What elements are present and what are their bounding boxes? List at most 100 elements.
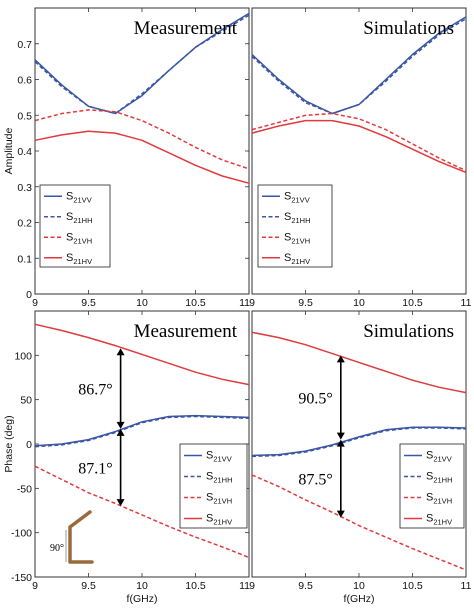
chart-title: Simulations bbox=[363, 321, 454, 342]
legend-entry: S21HV bbox=[284, 252, 310, 266]
chart-title: Simulations bbox=[363, 18, 454, 39]
x-tick-label: 9.5 bbox=[298, 580, 313, 592]
x-tick-label: 10.5 bbox=[185, 297, 206, 309]
legend-sub: 21VV bbox=[433, 455, 451, 464]
legend-entry: S21VH bbox=[284, 231, 310, 245]
inset-angle-label: 90° bbox=[50, 543, 64, 554]
legend-base: S bbox=[426, 492, 433, 504]
y-tick-label: 0.3 bbox=[17, 182, 32, 194]
probe-drawing bbox=[68, 510, 94, 564]
legend-base: S bbox=[284, 252, 291, 264]
arrow-head bbox=[116, 499, 125, 507]
series-line-s21vh bbox=[34, 465, 250, 559]
legend-sub: 21VH bbox=[73, 236, 92, 245]
legend-base: S bbox=[426, 513, 433, 525]
legend-base: S bbox=[206, 450, 213, 462]
x-tick-label: 10 bbox=[353, 580, 365, 592]
series-line-s21vh bbox=[34, 109, 250, 170]
y-tick-label: 100 bbox=[14, 350, 32, 362]
arrow-head bbox=[336, 432, 345, 440]
arrow-head bbox=[116, 348, 125, 356]
legend-base: S bbox=[66, 231, 73, 243]
legend-sub: 21HV bbox=[433, 518, 452, 527]
arrow-head bbox=[336, 510, 345, 518]
legend-sub: 21VV bbox=[73, 195, 91, 204]
legend-sub: 21VH bbox=[433, 497, 452, 506]
legend-sub: 21HV bbox=[73, 257, 92, 266]
y-tick-label: 0.2 bbox=[17, 218, 32, 230]
annotation-label: 87.5° bbox=[298, 472, 332, 489]
legend-sub: 21HH bbox=[433, 476, 452, 485]
y-tick-label: 0.1 bbox=[17, 253, 32, 265]
x-axis-label: f(GHz) bbox=[127, 593, 158, 605]
y-tick-label: 0.7 bbox=[17, 39, 32, 51]
legend-sub: 21VH bbox=[213, 497, 232, 506]
legend-entry: S21VV bbox=[66, 190, 92, 204]
annotation-label: 86.7° bbox=[78, 382, 112, 399]
x-tick-label: 11 bbox=[239, 580, 250, 592]
y-tick-label: -50 bbox=[17, 483, 32, 495]
x-tick-label: 11 bbox=[461, 580, 472, 592]
legend-entry: S21HV bbox=[66, 252, 92, 266]
x-tick-label: 10.5 bbox=[185, 580, 206, 592]
x-tick-label: 9 bbox=[32, 580, 38, 592]
x-tick-label: 10 bbox=[353, 297, 365, 309]
legend-base: S bbox=[66, 252, 73, 264]
legend-entry: S21VH bbox=[426, 492, 452, 506]
legend-sub: 21HV bbox=[213, 518, 232, 527]
legend-entry: S21HH bbox=[426, 471, 453, 485]
legend-entry: S21VV bbox=[206, 450, 232, 464]
legend-entry: S21VV bbox=[426, 450, 452, 464]
legend-base: S bbox=[426, 450, 433, 462]
legend-box bbox=[39, 184, 111, 268]
x-axis-label: f(GHz) bbox=[344, 593, 375, 605]
legend-base: S bbox=[284, 231, 291, 243]
arrow-head bbox=[336, 439, 345, 447]
legend-base: S bbox=[426, 471, 433, 483]
series-line-s21hv bbox=[34, 323, 250, 386]
chart-panel-4: 9 9.5 10 10.5 11 f(GHz) Simulations 90.5° 87.5° S… bbox=[249, 310, 472, 605]
chart-title: Measurement bbox=[134, 321, 238, 342]
arrow-head bbox=[336, 355, 345, 363]
series-line-s21hv bbox=[34, 130, 250, 184]
y-tick-label: -100 bbox=[11, 528, 32, 540]
x-tick-label: 10.5 bbox=[402, 580, 423, 592]
legend-entry: S21HV bbox=[206, 513, 232, 527]
inset-probe: 90° bbox=[50, 510, 94, 564]
legend-sub: 21HH bbox=[73, 216, 92, 225]
x-tick-label: 9 bbox=[249, 297, 255, 309]
chart-panel-2: 99.51010.511f(GHz)SimulationsS21VVS21HHS… bbox=[249, 7, 472, 322]
legend-entry: S21VV bbox=[284, 190, 310, 204]
x-tick-label: 10 bbox=[136, 580, 148, 592]
arrow-head bbox=[116, 428, 125, 436]
annotation-label: 87.1° bbox=[78, 460, 112, 477]
series-line-s21vv bbox=[251, 16, 467, 115]
series-line-s21hv bbox=[251, 331, 467, 394]
legend-entry: S21HH bbox=[66, 211, 93, 225]
series-line-s21hh bbox=[251, 427, 467, 458]
y-tick-label: 50 bbox=[20, 395, 32, 407]
series-line-s21vv bbox=[251, 426, 467, 457]
series-line-s21vh bbox=[251, 112, 467, 172]
chart-panel-1: 99.51010.51100.10.20.30.40.50.60.7f(GHz)… bbox=[3, 7, 250, 322]
series-line-s21vv bbox=[34, 12, 250, 115]
x-tick-label: 9.5 bbox=[81, 580, 96, 592]
y-tick-label: 0.6 bbox=[17, 75, 32, 87]
x-tick-label: 11 bbox=[461, 297, 472, 309]
legend-base: S bbox=[206, 513, 213, 525]
y-tick-label: 0 bbox=[26, 439, 32, 451]
y-tick-label: 0 bbox=[26, 289, 32, 301]
legend-entry: S21HH bbox=[206, 471, 233, 485]
chart-panel-3: 9 9.5 10 10.5 11 -150 -100 -50 0 50 100 f(GHz) Phase… bbox=[3, 310, 250, 605]
x-tick-label: 9 bbox=[32, 297, 38, 309]
legend-box bbox=[179, 443, 248, 529]
series-line-s21vv bbox=[34, 414, 250, 447]
series-line-s21hh bbox=[251, 18, 467, 115]
legend-sub: 21VV bbox=[213, 455, 231, 464]
chart-title: Measurement bbox=[134, 18, 238, 39]
arrow-head bbox=[116, 421, 125, 429]
